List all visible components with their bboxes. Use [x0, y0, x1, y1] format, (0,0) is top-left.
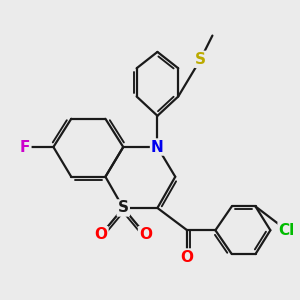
Text: Cl: Cl [279, 223, 295, 238]
Text: O: O [181, 250, 194, 265]
Text: O: O [139, 227, 152, 242]
Text: F: F [20, 140, 30, 154]
Text: O: O [94, 227, 107, 242]
Text: S: S [195, 52, 206, 67]
Text: N: N [151, 140, 164, 154]
Text: S: S [118, 200, 129, 215]
